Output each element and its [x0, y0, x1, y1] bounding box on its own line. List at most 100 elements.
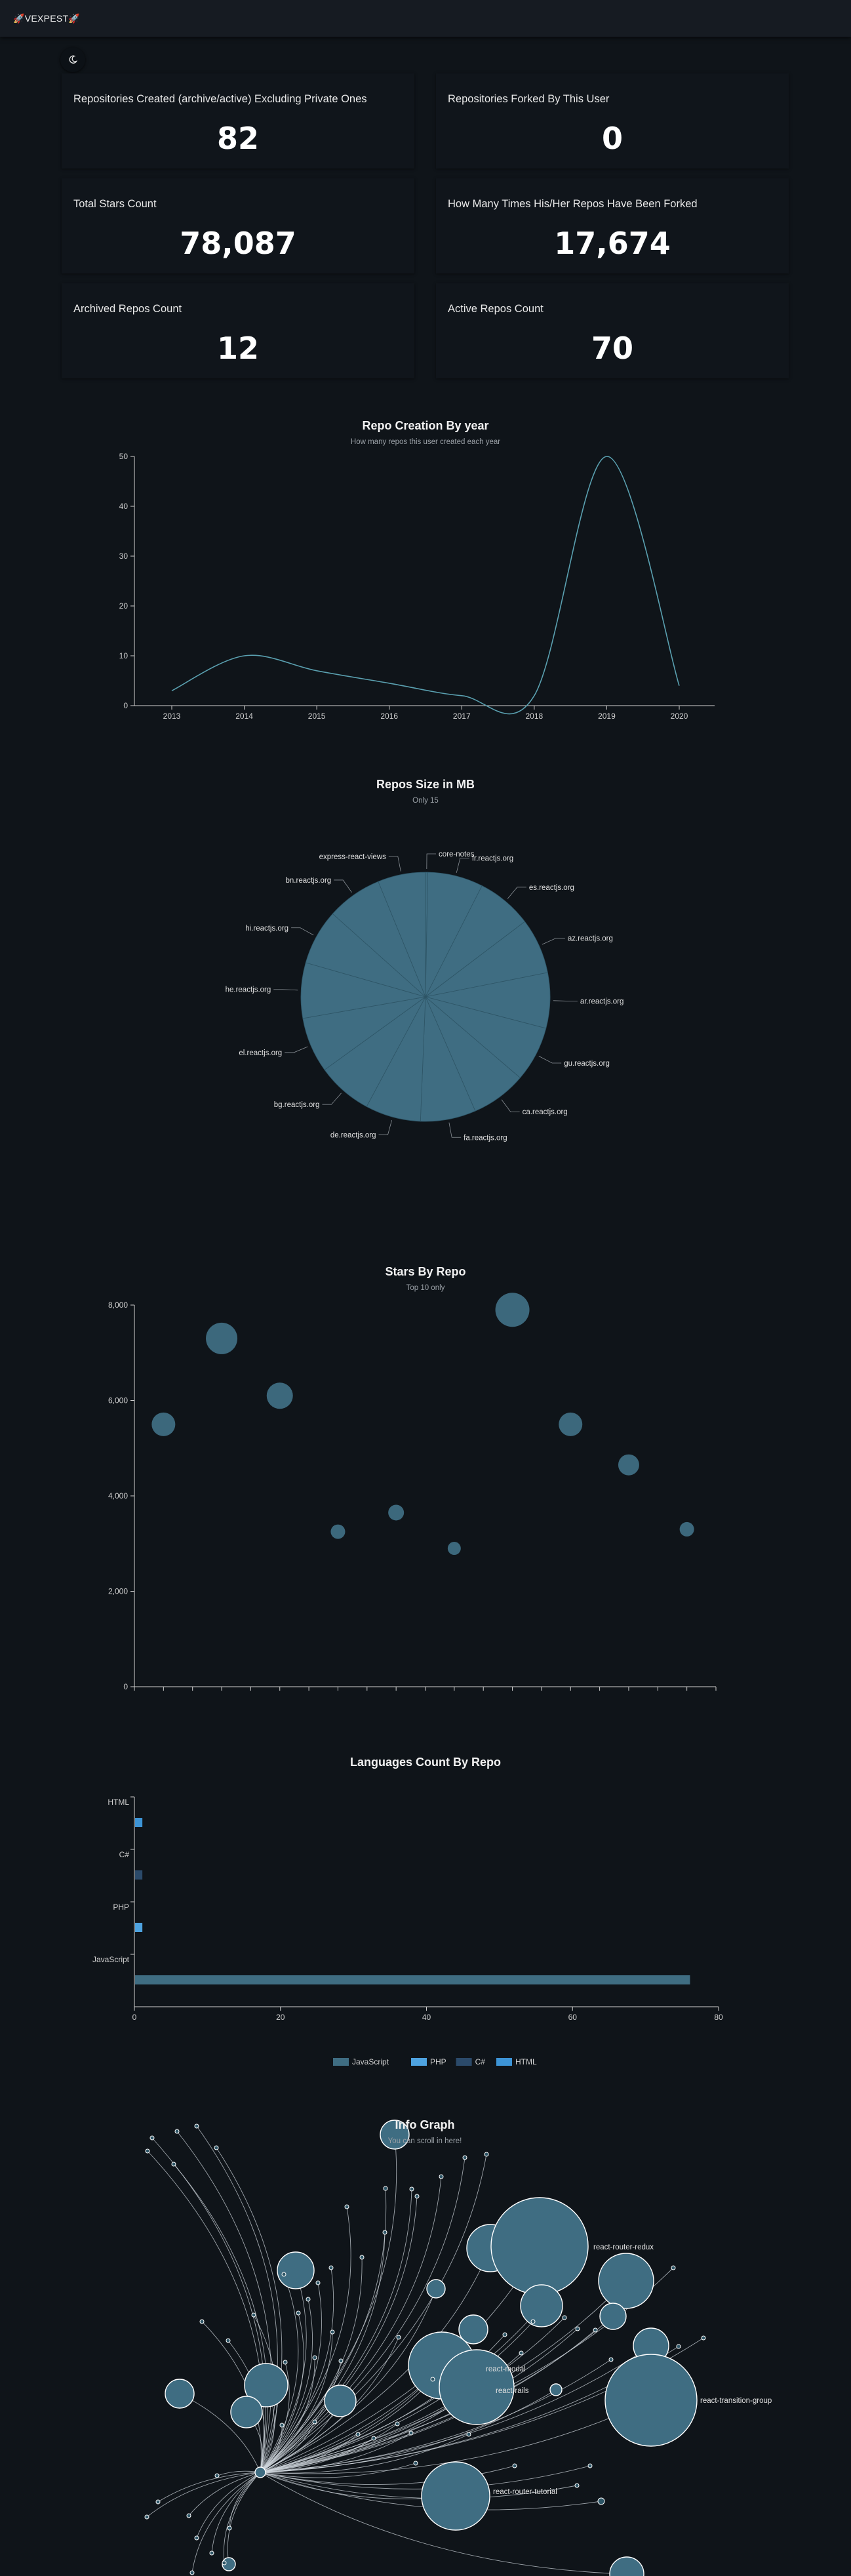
graph-node [254, 2466, 266, 2478]
x-tick-label: 20 [276, 2013, 285, 2022]
graph-node [281, 2272, 287, 2277]
graph-node [490, 2197, 589, 2295]
pie-label-line [285, 1046, 308, 1053]
legend-swatch [333, 2058, 349, 2066]
graph-link [260, 2463, 416, 2478]
stat-card-repos-forked: Repositories Forked By This User 0 [436, 73, 789, 169]
pie-label: core-notes [439, 851, 475, 858]
graph-node [315, 2280, 321, 2285]
graph-node [676, 2344, 681, 2349]
brand-title[interactable]: 🚀VEXPEST🚀 [13, 13, 81, 24]
pie-label: ca.reactjs.org [523, 1108, 568, 1116]
graph-node [512, 2463, 517, 2468]
x-tick-label: 2016 [380, 712, 398, 721]
stat-card-archived-repos: Archived Repos Count 12 [62, 283, 414, 378]
graph-link [260, 2188, 412, 2473]
graph-link [229, 2472, 261, 2529]
graph-node [209, 2550, 214, 2556]
pie-label: el.reactjs.org [239, 1049, 282, 1057]
graph-link [260, 2423, 398, 2473]
x-tick-label: 2020 [671, 712, 688, 721]
stat-value: 0 [601, 121, 623, 156]
chart-title: Repos Size in MB [376, 778, 475, 791]
y-tick-label: 40 [119, 502, 129, 511]
graph-node [174, 2129, 180, 2134]
legend-swatch [456, 2058, 472, 2066]
graph-node [230, 2396, 263, 2428]
graph-node [409, 2186, 414, 2192]
graph-node [439, 2174, 444, 2179]
y-tick-label: 0 [123, 701, 128, 710]
graph-node [344, 2204, 349, 2209]
stat-value: 78,087 [180, 226, 296, 261]
scatter-point [559, 1412, 583, 1436]
graph-link [260, 2305, 542, 2473]
info-graph[interactable]: Info Graph You can scroll in here! react-r… [0, 2099, 851, 2576]
graph-node-label: react-router-redux [593, 2244, 654, 2251]
graph-link [191, 2472, 261, 2573]
y-tick-label: HTML [108, 1798, 129, 1807]
pie-label-line [334, 879, 352, 893]
bar [135, 1870, 143, 1880]
graph-link [260, 2282, 322, 2473]
graph-node [502, 2332, 507, 2337]
theme-toggle-button[interactable] [60, 47, 85, 72]
chart-subtitle: You can scroll in here! [388, 2137, 462, 2145]
graph-link [196, 2472, 261, 2539]
graph-node [222, 2560, 227, 2566]
graph-node [145, 2148, 150, 2154]
stat-value: 17,674 [554, 226, 671, 261]
pie-label-line [426, 853, 437, 870]
x-tick-label: 80 [714, 2013, 723, 2022]
legend-label: C# [475, 2057, 486, 2066]
graph-link [260, 2196, 418, 2473]
y-tick-label: 20 [119, 601, 129, 611]
graph-node [359, 2255, 365, 2260]
stat-card-repos-created: Repositories Created (archive/active) Ex… [62, 73, 414, 169]
graph-link [260, 2247, 491, 2473]
graph-link [260, 2312, 304, 2473]
y-tick-label: 4,000 [108, 1491, 128, 1500]
chart-title: Repo Creation By year [362, 419, 488, 432]
graph-node [395, 2421, 400, 2426]
graph-node [383, 2186, 388, 2191]
pie-label-line [542, 938, 565, 945]
graph-link [157, 2472, 261, 2503]
graph-node [144, 2514, 149, 2520]
graph-link [260, 2400, 652, 2474]
stars-by-repo-scatter-chart: Stars By Repo Top 10 only 0 2,000 4,000 6,000… [108, 1265, 717, 1691]
graph-node [330, 2329, 335, 2335]
chart-title: Stars By Repo [385, 1265, 465, 1278]
repo-creation-line-chart: Repo Creation By year How many repos this… [119, 419, 715, 721]
stat-card-total-stars: Total Stars Count 78,087 [62, 178, 414, 273]
graph-node [671, 2265, 676, 2270]
chart-title: Info Graph [395, 2118, 455, 2131]
graph-link [151, 2137, 266, 2473]
x-tick-label: 2018 [526, 712, 544, 721]
graph-link [173, 2163, 268, 2473]
graph-link [260, 2434, 469, 2474]
x-tick-label: 40 [422, 2013, 431, 2022]
moon-icon [69, 55, 77, 64]
graph-node [222, 2557, 236, 2571]
stat-value: 82 [216, 121, 259, 156]
scatter-point [618, 1454, 639, 1476]
legend-label: JavaScript [352, 2057, 389, 2066]
graph-node [371, 2436, 376, 2441]
bar [135, 1818, 143, 1827]
scatter-point [330, 1524, 346, 1539]
graph-node [214, 2473, 220, 2478]
graph-link [260, 2267, 334, 2473]
pie-label-line [378, 1119, 392, 1135]
pie-label: hi.reactjs.org [245, 925, 288, 933]
stat-card-times-forked: How Many Times His/Her Repos Have Been F… [436, 178, 789, 273]
graph-node [149, 2135, 155, 2141]
graph-node [575, 2326, 580, 2331]
graph-node [226, 2338, 231, 2343]
y-tick-label: JavaScript [92, 1955, 130, 1964]
graph-link [260, 2288, 437, 2473]
graph-link [188, 2472, 261, 2516]
graph-link [260, 2421, 315, 2473]
graph-node [466, 2432, 471, 2437]
graph-node-label: react-rails [496, 2387, 529, 2395]
